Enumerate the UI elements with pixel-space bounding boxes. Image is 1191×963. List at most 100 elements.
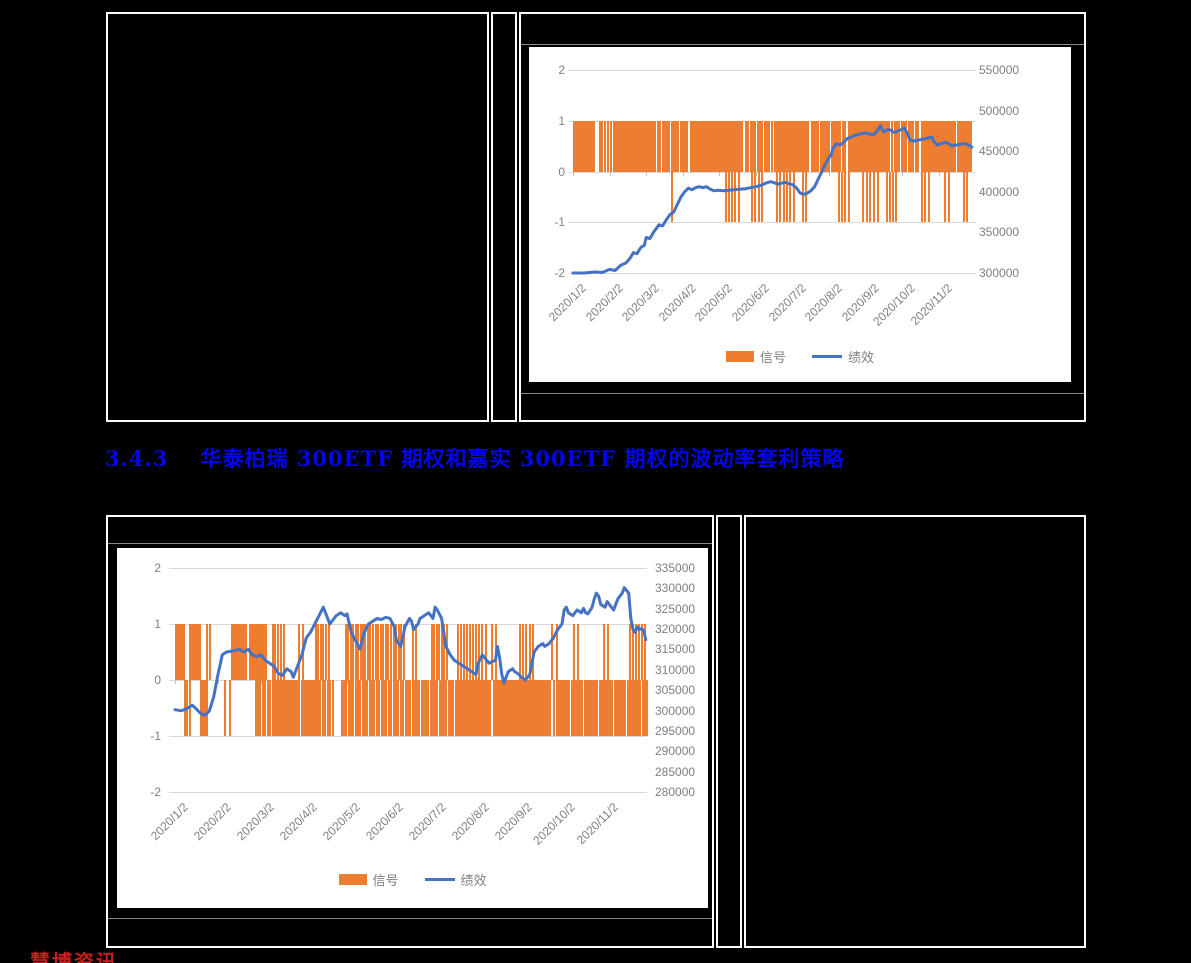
signal-bar (257, 624, 260, 680)
signal-bar (515, 680, 518, 736)
signal-bar (805, 120, 808, 172)
signal-bar (529, 680, 532, 736)
signal-bar (280, 680, 283, 736)
x-axis-tick-mark (646, 171, 648, 176)
signal-bar (710, 120, 713, 172)
signal-bar (371, 624, 374, 680)
signal-bar (375, 680, 378, 736)
signal-bar (427, 680, 430, 736)
signal-bar (754, 120, 757, 172)
signal-bar (750, 171, 753, 223)
signal-bar (553, 680, 556, 736)
signal-bar (326, 680, 329, 736)
signal-bar (645, 680, 648, 736)
signal-bar (568, 680, 571, 736)
right-axis-tick-label: 305000 (655, 683, 696, 698)
signal-bar (586, 120, 589, 172)
signal-bar (617, 680, 620, 736)
signal-bar (917, 120, 920, 172)
signal-bar (443, 624, 446, 680)
figure-placeholder-top-strip (491, 12, 517, 422)
signal-bar (205, 624, 208, 680)
signal-bar (747, 120, 750, 172)
signal-bar (438, 680, 441, 736)
signal-bar (779, 120, 782, 172)
signal-bar (926, 120, 929, 172)
signal-bar (585, 680, 588, 736)
signal-bar (275, 680, 278, 736)
signal-bar (574, 120, 577, 172)
signal-bar (447, 680, 450, 736)
signal-bar (690, 120, 693, 172)
signal-bar (877, 120, 880, 172)
signal-bar (776, 171, 779, 223)
signal-bar (201, 680, 204, 736)
signal-bar (411, 680, 414, 736)
signal-bar (622, 680, 625, 736)
signal-bar (801, 171, 804, 223)
signal-bar (865, 171, 868, 223)
signal-bar (661, 120, 664, 172)
signal-bar (761, 120, 764, 172)
signal-bar (858, 120, 860, 172)
signal-bar (959, 120, 962, 172)
signal-bar (613, 680, 616, 736)
signal-bar (869, 171, 872, 223)
signal-bar (577, 624, 580, 680)
performance-line (571, 124, 974, 275)
signal-bar (359, 624, 362, 680)
signal-bar (236, 624, 239, 680)
signal-bar (466, 680, 469, 736)
signal-bar (611, 680, 614, 736)
signal-bar (580, 120, 583, 172)
signal-bar (429, 680, 432, 736)
signal-bar (495, 680, 498, 736)
signal-bar (789, 120, 792, 172)
signal-bar (741, 120, 744, 172)
signal-bar (856, 120, 859, 172)
signal-bar (208, 624, 211, 680)
signal-bar (677, 120, 680, 172)
signal-bar (628, 624, 631, 680)
signal-bar (464, 680, 467, 736)
signal-bar (521, 680, 524, 736)
signal-bar (635, 680, 638, 736)
signal-bar (352, 680, 355, 736)
signal-bar (449, 680, 452, 736)
signal-bar (344, 624, 347, 680)
signal-bar (572, 624, 575, 680)
signal-bar (533, 680, 536, 736)
signal-bar (325, 624, 328, 680)
signal-bar (712, 120, 715, 172)
signal-bar (940, 120, 943, 172)
signal-bar (523, 680, 526, 736)
signal-bar (588, 120, 591, 172)
signal-bar (602, 680, 605, 736)
signal-bar (369, 624, 372, 680)
signal-bar (779, 171, 782, 223)
signal-bar (422, 680, 425, 736)
signal-bar (284, 680, 287, 736)
signal-bar (851, 120, 853, 172)
signal-bar (349, 624, 352, 680)
signal-bar (892, 171, 895, 223)
signal-bar (302, 680, 305, 736)
signal-bar (928, 171, 931, 223)
legend-performance-swatch (424, 877, 455, 882)
signal-bar (865, 120, 867, 172)
signal-bar (354, 624, 357, 680)
signal-bar (905, 120, 908, 172)
signal-bar (841, 120, 844, 172)
signal-bar (616, 120, 619, 172)
signal-bar (761, 171, 764, 223)
signal-bar (749, 120, 752, 172)
right-axis-tick-label: 300000 (979, 266, 1020, 280)
signal-bar (795, 120, 798, 172)
left-axis-tick-label: 2 (154, 561, 161, 575)
x-axis-tick-mark (175, 680, 176, 684)
signal-bar (879, 120, 881, 172)
signal-bar (627, 120, 630, 172)
signal-bar (928, 120, 931, 172)
gridline (169, 568, 647, 569)
signal-bar (805, 171, 808, 223)
